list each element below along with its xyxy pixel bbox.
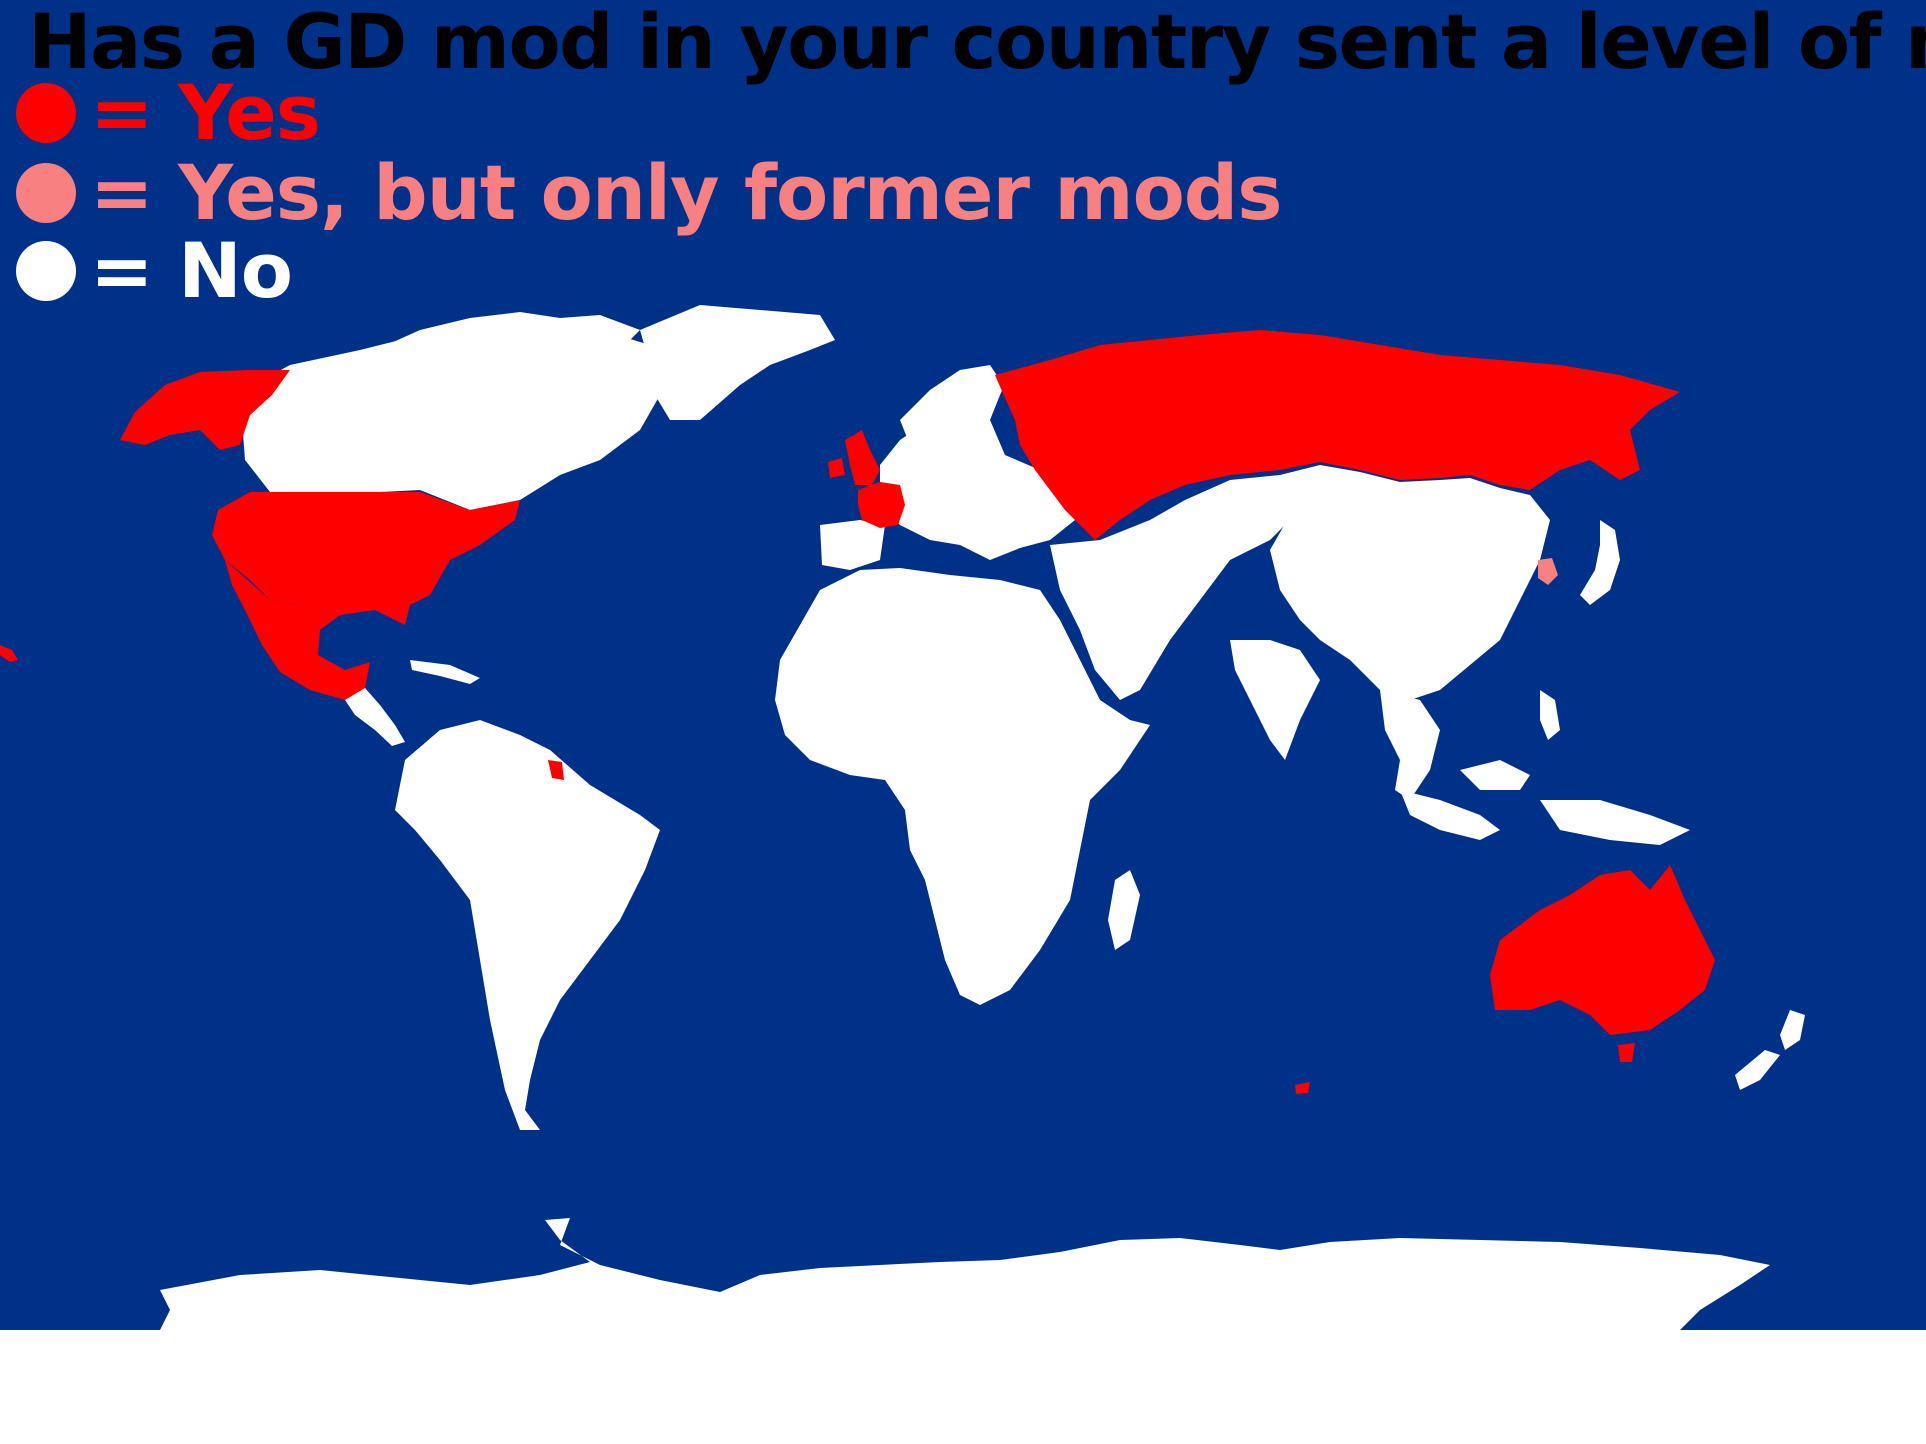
region-india [1230, 640, 1320, 760]
region-madagascar [1108, 870, 1140, 950]
region-new-zealand [1735, 1010, 1805, 1090]
region-south-america [395, 720, 660, 1130]
region-indonesia [1400, 760, 1690, 845]
region-mexico [225, 560, 370, 700]
region-hawaii [0, 645, 18, 662]
region-united-states [212, 492, 520, 630]
region-south-korea [1538, 558, 1558, 585]
region-middle-east [1050, 475, 1300, 700]
region-central-america [345, 688, 405, 746]
region-caribbean [410, 660, 480, 684]
map-panel: Has a GD mod in your country sent a leve… [0, 0, 1926, 1330]
region-antarctica [160, 1218, 1770, 1330]
region-china [1270, 465, 1550, 700]
legend-item-former-mods: = Yes, but only former mods [16, 148, 1282, 237]
legend-dot-icon [16, 241, 76, 301]
legend-label: = No [90, 226, 293, 315]
legend-dot-icon [16, 163, 76, 223]
region-southeast-asia [1380, 690, 1440, 800]
legend-item-no: = No [16, 226, 293, 315]
map-title: Has a GD mod in your country sent a leve… [28, 0, 1926, 86]
region-alaska [120, 370, 290, 450]
legend-dot-icon [16, 83, 76, 143]
region-scandinavia [900, 365, 1000, 445]
region-united-kingdom [845, 430, 880, 485]
region-africa [775, 568, 1150, 1005]
region-russia [995, 330, 1680, 540]
legend-label: = Yes, but only former mods [90, 148, 1282, 237]
region-ireland [828, 458, 845, 478]
region-philippines [1540, 690, 1560, 740]
region-arctic-islands [380, 312, 640, 352]
region-europe [880, 372, 1075, 560]
region-france [858, 482, 905, 528]
region-tasmania [1618, 1043, 1635, 1062]
region-iberia [820, 520, 885, 570]
region-canada [240, 322, 700, 510]
region-japan [1580, 520, 1620, 605]
world-map [0, 305, 1805, 1330]
region-greenland [640, 305, 835, 420]
legend-label: = Yes [90, 68, 321, 157]
region-subantarctic-islands [1295, 1082, 1310, 1094]
region-french-guiana [548, 760, 564, 780]
region-australia [1490, 865, 1715, 1035]
legend-item-yes: = Yes [16, 68, 321, 157]
